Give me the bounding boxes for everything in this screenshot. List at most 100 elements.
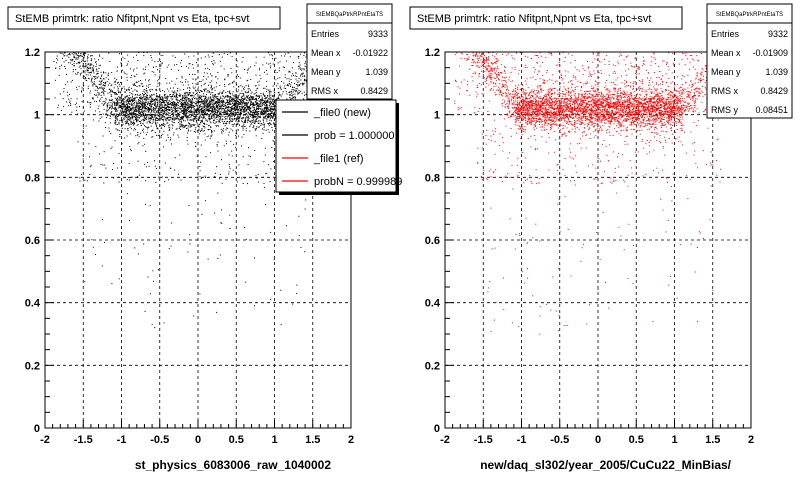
data-point xyxy=(205,103,207,105)
data-point xyxy=(81,61,83,63)
data-point xyxy=(132,107,134,109)
data-point xyxy=(162,107,164,108)
data-point xyxy=(117,86,119,88)
data-point xyxy=(197,103,199,105)
data-point xyxy=(183,111,185,113)
data-point xyxy=(216,112,218,114)
data-point xyxy=(210,122,212,124)
data-point xyxy=(272,140,274,142)
data-point xyxy=(156,127,158,129)
data-point xyxy=(214,108,216,110)
data-point xyxy=(195,120,197,122)
data-point xyxy=(270,120,272,122)
data-point xyxy=(122,114,124,116)
data-point xyxy=(144,69,146,71)
data-point xyxy=(210,103,212,105)
data-point xyxy=(184,53,186,55)
data-point xyxy=(254,111,256,113)
data-point xyxy=(151,109,153,111)
data-point xyxy=(154,108,156,110)
data-point xyxy=(288,85,290,87)
data-point xyxy=(174,64,175,66)
data-point xyxy=(230,109,231,111)
data-point xyxy=(217,78,219,80)
data-point xyxy=(161,98,163,100)
data-point xyxy=(146,103,148,105)
data-point xyxy=(77,57,79,59)
data-point xyxy=(241,121,243,123)
data-point xyxy=(200,102,202,104)
data-point xyxy=(179,93,181,95)
data-point xyxy=(211,132,213,134)
data-point xyxy=(140,80,141,81)
data-point xyxy=(116,70,118,72)
data-point xyxy=(126,110,128,111)
data-point xyxy=(145,100,147,102)
data-point xyxy=(270,109,272,111)
data-point xyxy=(235,91,237,93)
data-point xyxy=(168,248,170,250)
data-point xyxy=(103,102,105,104)
data-point xyxy=(156,89,158,91)
data-point xyxy=(266,110,268,112)
data-point xyxy=(230,120,232,122)
data-point xyxy=(216,114,218,116)
data-point xyxy=(154,61,156,63)
data-point xyxy=(115,128,117,130)
data-point xyxy=(145,180,147,182)
data-point xyxy=(258,120,260,122)
data-point xyxy=(103,87,105,89)
data-point xyxy=(238,97,239,99)
data-point xyxy=(126,99,128,101)
data-point xyxy=(257,105,259,107)
data-point xyxy=(238,108,239,110)
stats-name: StEMBQaPtrkRPntEtaTS xyxy=(316,12,383,18)
data-point xyxy=(235,171,237,173)
data-point xyxy=(169,107,170,108)
data-point xyxy=(207,110,209,112)
data-point xyxy=(217,150,219,152)
data-point xyxy=(176,96,178,98)
data-point xyxy=(292,94,294,96)
data-point xyxy=(162,110,164,112)
data-point xyxy=(234,94,236,96)
data-point xyxy=(69,101,71,103)
data-point xyxy=(64,68,66,69)
data-point xyxy=(162,98,164,100)
data-point xyxy=(297,93,299,95)
data-point xyxy=(100,94,102,96)
data-point xyxy=(274,100,276,102)
data-point xyxy=(228,102,229,103)
data-point xyxy=(167,106,169,108)
data-point xyxy=(173,101,175,102)
data-point xyxy=(213,113,215,115)
data-point xyxy=(227,115,229,117)
data-point xyxy=(200,101,202,103)
data-point xyxy=(175,118,177,120)
data-point xyxy=(294,83,295,85)
data-point xyxy=(196,115,198,117)
data-point xyxy=(255,129,257,131)
data-point xyxy=(204,68,206,70)
data-point xyxy=(161,112,163,114)
data-point xyxy=(239,109,241,111)
data-point xyxy=(201,120,202,122)
data-point xyxy=(265,114,267,116)
data-point xyxy=(218,120,220,122)
data-point xyxy=(246,72,248,74)
data-point xyxy=(198,113,200,115)
data-point xyxy=(128,102,129,104)
data-point xyxy=(168,117,170,118)
data-point xyxy=(172,95,174,97)
data-point xyxy=(200,96,202,98)
data-point xyxy=(195,145,197,147)
data-point xyxy=(84,72,86,74)
data-point xyxy=(111,113,113,115)
data-point xyxy=(133,113,135,114)
data-point xyxy=(223,106,225,107)
data-point xyxy=(242,101,244,103)
data-point xyxy=(169,115,171,117)
data-point xyxy=(176,90,178,92)
data-point xyxy=(144,143,146,145)
data-point xyxy=(236,117,238,119)
